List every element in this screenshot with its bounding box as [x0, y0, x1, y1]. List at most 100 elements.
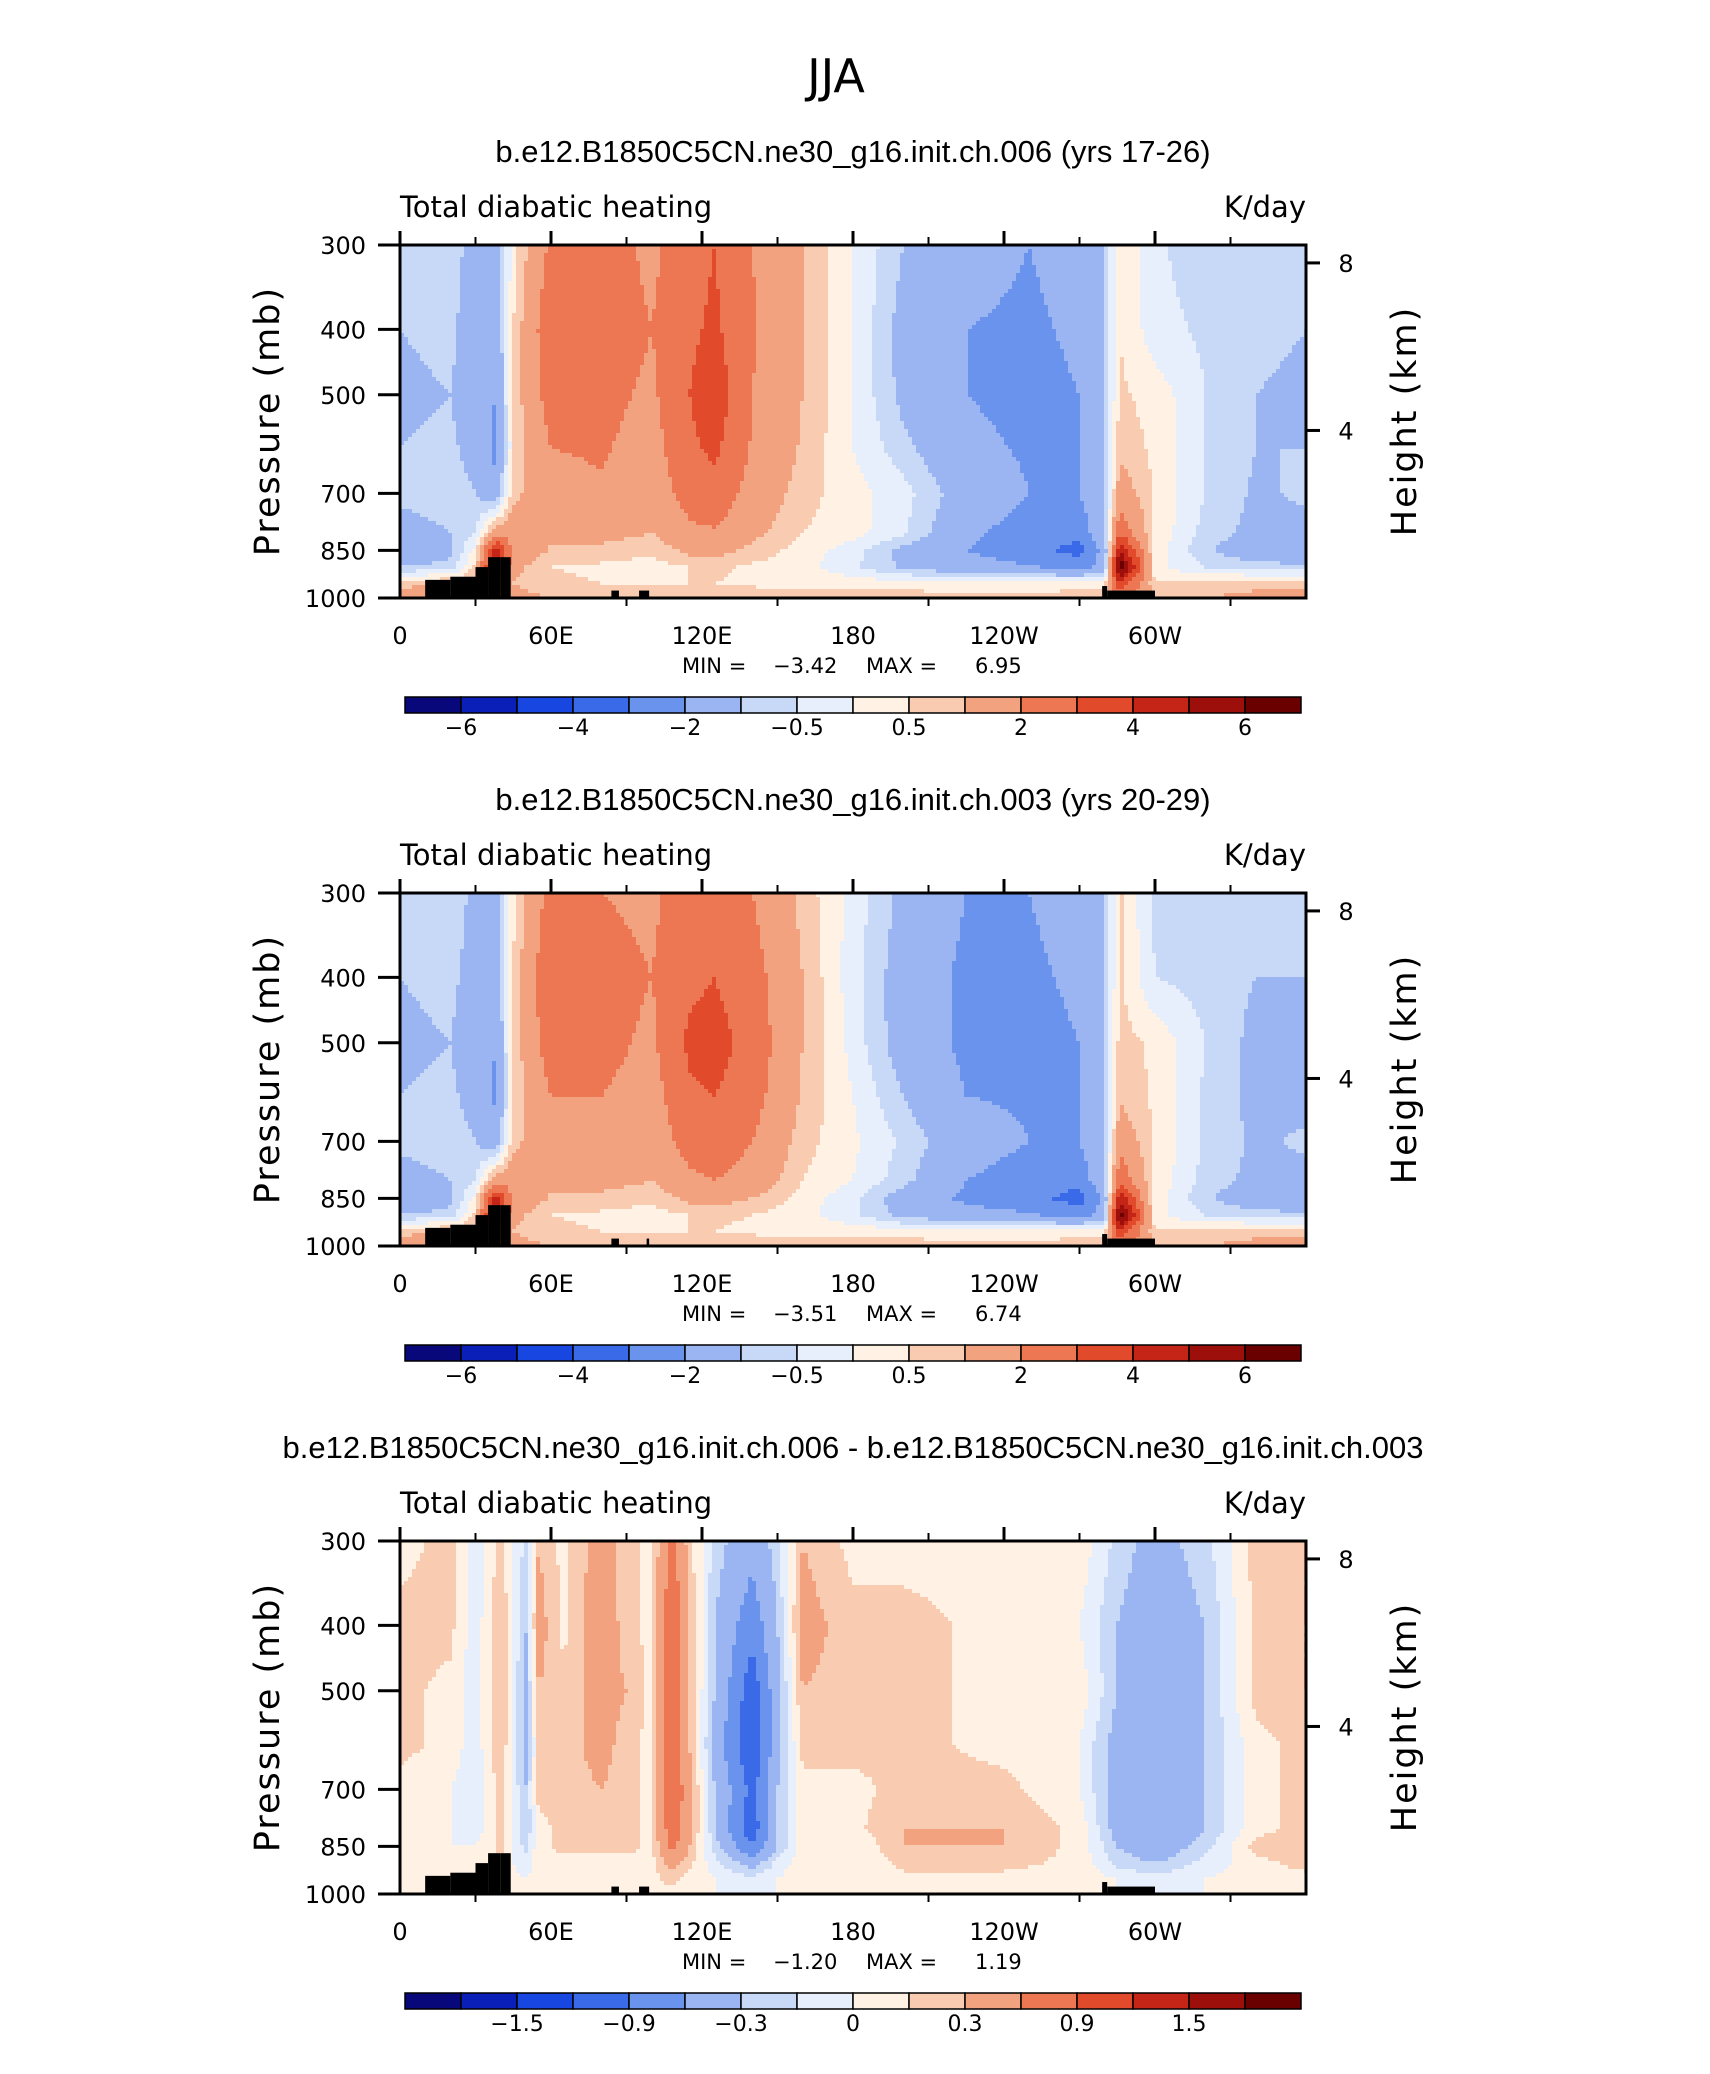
heatmap-cell: [1208, 253, 1213, 258]
heatmap-cell: [772, 269, 777, 274]
heatmap-cell: [752, 321, 757, 326]
heatmap-cell: [848, 309, 853, 314]
heatmap-cell: [888, 253, 893, 258]
heatmap-cell: [624, 253, 629, 258]
heatmap-cell: [1240, 285, 1245, 290]
heatmap-cell: [800, 273, 805, 278]
heatmap-cell: [1028, 249, 1033, 254]
heatmap-cell: [1028, 293, 1033, 298]
heatmap-cell: [496, 273, 501, 278]
heatmap-cell: [744, 269, 749, 274]
heatmap-cell: [584, 285, 589, 290]
heatmap-cell: [888, 309, 893, 314]
heatmap-cell: [584, 261, 589, 266]
heatmap-cell: [648, 265, 653, 270]
heatmap-cell: [800, 325, 805, 330]
heatmap-cell: [820, 289, 825, 294]
heatmap-cell: [616, 289, 621, 294]
heatmap-cell: [1128, 305, 1133, 310]
heatmap-cell: [1076, 317, 1081, 322]
heatmap-cell: [808, 289, 813, 294]
heatmap-cell: [1160, 329, 1165, 334]
heatmap-cell: [528, 313, 533, 318]
heatmap-cell: [1160, 277, 1165, 282]
heatmap-cell: [468, 285, 473, 290]
heatmap-cell: [1000, 309, 1005, 314]
heatmap-cell: [836, 265, 841, 270]
heatmap-cell: [760, 305, 765, 310]
heatmap-cell: [660, 285, 665, 290]
heatmap-cell: [1228, 253, 1233, 258]
heatmap-cell: [548, 297, 553, 302]
heatmap-cell: [1160, 313, 1165, 318]
heatmap-cell: [1064, 309, 1069, 314]
heatmap-cell: [456, 277, 461, 282]
heatmap-cell: [936, 301, 941, 306]
heatmap-cell: [776, 261, 781, 266]
heatmap-cell: [1292, 253, 1297, 258]
heatmap-cell: [448, 281, 453, 286]
heatmap-cell: [1104, 269, 1109, 274]
heatmap-cell: [1180, 281, 1185, 286]
heatmap-cell: [1244, 289, 1249, 294]
heatmap-cell: [1256, 297, 1261, 302]
heatmap-cell: [688, 317, 693, 322]
heatmap-cell: [444, 269, 449, 274]
heatmap-cell: [1136, 265, 1141, 270]
heatmap-cell: [1140, 313, 1145, 318]
heatmap-cell: [912, 257, 917, 262]
heatmap-cell: [684, 297, 689, 302]
heatmap-cell: [956, 293, 961, 298]
heatmap-cell: [440, 297, 445, 302]
heatmap-cell: [868, 313, 873, 318]
heatmap-cell: [716, 265, 721, 270]
heatmap-cell: [1272, 321, 1277, 326]
heatmap-cell: [888, 313, 893, 318]
heatmap-cell: [1188, 321, 1193, 326]
heatmap-cell: [908, 313, 913, 318]
heatmap-cell: [628, 321, 633, 326]
heatmap-cell: [1072, 301, 1077, 306]
heatmap-cell: [936, 285, 941, 290]
heatmap-cell: [688, 297, 693, 302]
heatmap-cell: [668, 277, 673, 282]
heatmap-cell: [880, 293, 885, 298]
heatmap-cell: [1088, 281, 1093, 286]
heatmap-cell: [888, 289, 893, 294]
heatmap-cell: [1300, 317, 1305, 322]
heatmap-cell: [1264, 309, 1269, 314]
heatmap-cell: [1120, 257, 1125, 262]
heatmap-cell: [484, 305, 489, 310]
heatmap-cell: [1152, 313, 1157, 318]
heatmap-cell: [1276, 305, 1281, 310]
heatmap-cell: [1216, 329, 1221, 334]
heatmap-cell: [808, 269, 813, 274]
heatmap-cell: [948, 265, 953, 270]
heatmap-cell: [1024, 249, 1029, 254]
heatmap-cell: [1052, 281, 1057, 286]
heatmap-cell: [1164, 321, 1169, 326]
heatmap-cell: [792, 269, 797, 274]
heatmap-cell: [988, 321, 993, 326]
heatmap-cell: [1272, 277, 1277, 282]
heatmap-cell: [752, 309, 757, 314]
heatmap-cell: [1108, 297, 1113, 302]
heatmap-cell: [552, 277, 557, 282]
heatmap-cell: [864, 317, 869, 322]
heatmap-cell: [636, 297, 641, 302]
heatmap-cell: [484, 261, 489, 266]
heatmap-cell: [480, 305, 485, 310]
heatmap-cell: [748, 317, 753, 322]
heatmap-cell: [572, 269, 577, 274]
heatmap-cell: [1260, 293, 1265, 298]
heatmap-cell: [1012, 293, 1017, 298]
heatmap-cell: [708, 261, 713, 266]
heatmap-cell: [884, 329, 889, 334]
heatmap-cell: [520, 265, 525, 270]
heatmap-cell: [588, 285, 593, 290]
heatmap-cell: [936, 277, 941, 282]
heatmap-cell: [960, 289, 965, 294]
heatmap-cell: [1140, 285, 1145, 290]
heatmap-cell: [684, 281, 689, 286]
heatmap-cell: [1020, 277, 1025, 282]
